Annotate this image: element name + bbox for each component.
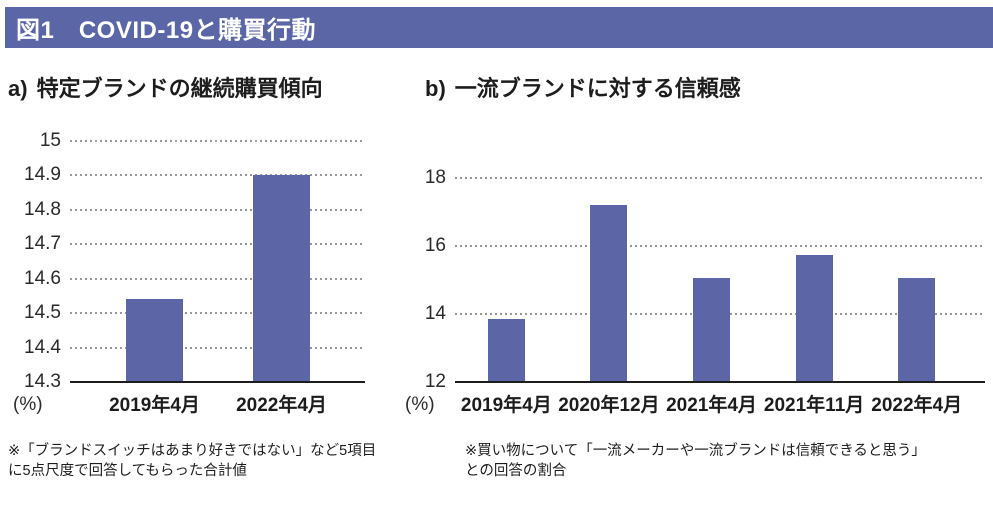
- y-gridline: [70, 346, 365, 349]
- y-gridline: [455, 177, 985, 179]
- y-gridline: [70, 277, 365, 280]
- footnote-line: に5点尺度で回答してもらった合計値: [8, 463, 247, 479]
- chart-a-heading-text: 特定ブランドの継続購買傾向: [36, 76, 323, 101]
- x-tick-label: 2021年11月: [763, 395, 865, 416]
- footnote-line: ※買い物について「一流メーカーや一流ブランドは信頼できると思う」: [465, 443, 926, 459]
- footnote-line: ※「ブランドスイッチはあまり好きではない」など5項目: [8, 443, 377, 459]
- y-tick-label: 14.8: [24, 198, 61, 220]
- chart-bar: [693, 278, 730, 382]
- y-tick-label: 16: [424, 235, 446, 256]
- x-tick-label: 2020年12月: [558, 395, 660, 416]
- figure-title-bar: 図1 COVID-19と購買行動: [5, 7, 993, 48]
- y-tick-label: 14.4: [24, 336, 61, 358]
- chart-b-footnote: ※買い物について「一流メーカーや一流ブランドは信頼できると思う」 との回答の割合: [465, 441, 926, 481]
- chart-a-heading: a) 特定ブランドの継続購買傾向: [8, 71, 323, 103]
- y-tick-label: 15: [39, 130, 61, 151]
- chart-b-heading-prefix: b): [425, 76, 446, 101]
- chart-bar: [795, 254, 833, 382]
- y-tick-label: 14.6: [24, 267, 61, 289]
- y-tick-label: 14: [424, 303, 446, 324]
- chart-a-unit-label: (%): [13, 394, 43, 415]
- y-gridline: [70, 208, 365, 211]
- y-gridline: [70, 312, 365, 315]
- y-tick-label: 14.5: [24, 302, 61, 324]
- x-axis-line: [70, 381, 365, 383]
- y-gridline: [70, 140, 365, 142]
- x-tick-label: 2019年4月: [109, 395, 200, 416]
- chart-b-unit-label: (%): [405, 394, 435, 415]
- chart-a-plot: 15 14.9 14.8 14.7 14.6 14.5 14.4 14.3 2019年4月 202…: [24, 130, 365, 416]
- x-tick-label: 2022年4月: [871, 395, 963, 416]
- chart-b-plot: 18 16 14 12 2019年4月 2020年12月 2021年4月 2021年11月 20…: [425, 167, 985, 416]
- chart-bar: [253, 175, 310, 382]
- chart-bar: [590, 205, 628, 382]
- y-tick-label: 14.7: [24, 233, 61, 255]
- chart-bar: [487, 319, 525, 382]
- chart-b-heading-text: 一流ブランドに対する信頼感: [454, 76, 741, 101]
- chart-bar: [126, 299, 183, 382]
- y-tick-label: 14.9: [24, 164, 61, 186]
- x-tick-label: 2021年4月: [666, 395, 757, 416]
- footnote-line: との回答の割合: [465, 463, 567, 479]
- y-tick-label: 12: [424, 371, 446, 392]
- chart-bar: [898, 278, 936, 382]
- chart-b-heading: b) 一流ブランドに対する信頼感: [425, 71, 741, 103]
- x-axis-line: [455, 381, 985, 383]
- x-tick-label: 2022年4月: [236, 395, 327, 416]
- y-gridline: [70, 243, 365, 246]
- y-gridline: [70, 174, 365, 177]
- y-tick-label: 18: [424, 167, 446, 188]
- figure-title: 図1 COVID-19と購買行動: [16, 17, 317, 44]
- x-tick-label: 2019年4月: [460, 395, 552, 416]
- chart-a-heading-prefix: a): [8, 76, 28, 101]
- chart-a-footnote: ※「ブランドスイッチはあまり好きではない」など5項目 に5点尺度で回答してもらっ…: [8, 441, 376, 481]
- y-tick-label: 14.3: [24, 371, 61, 392]
- y-gridline: [455, 245, 985, 247]
